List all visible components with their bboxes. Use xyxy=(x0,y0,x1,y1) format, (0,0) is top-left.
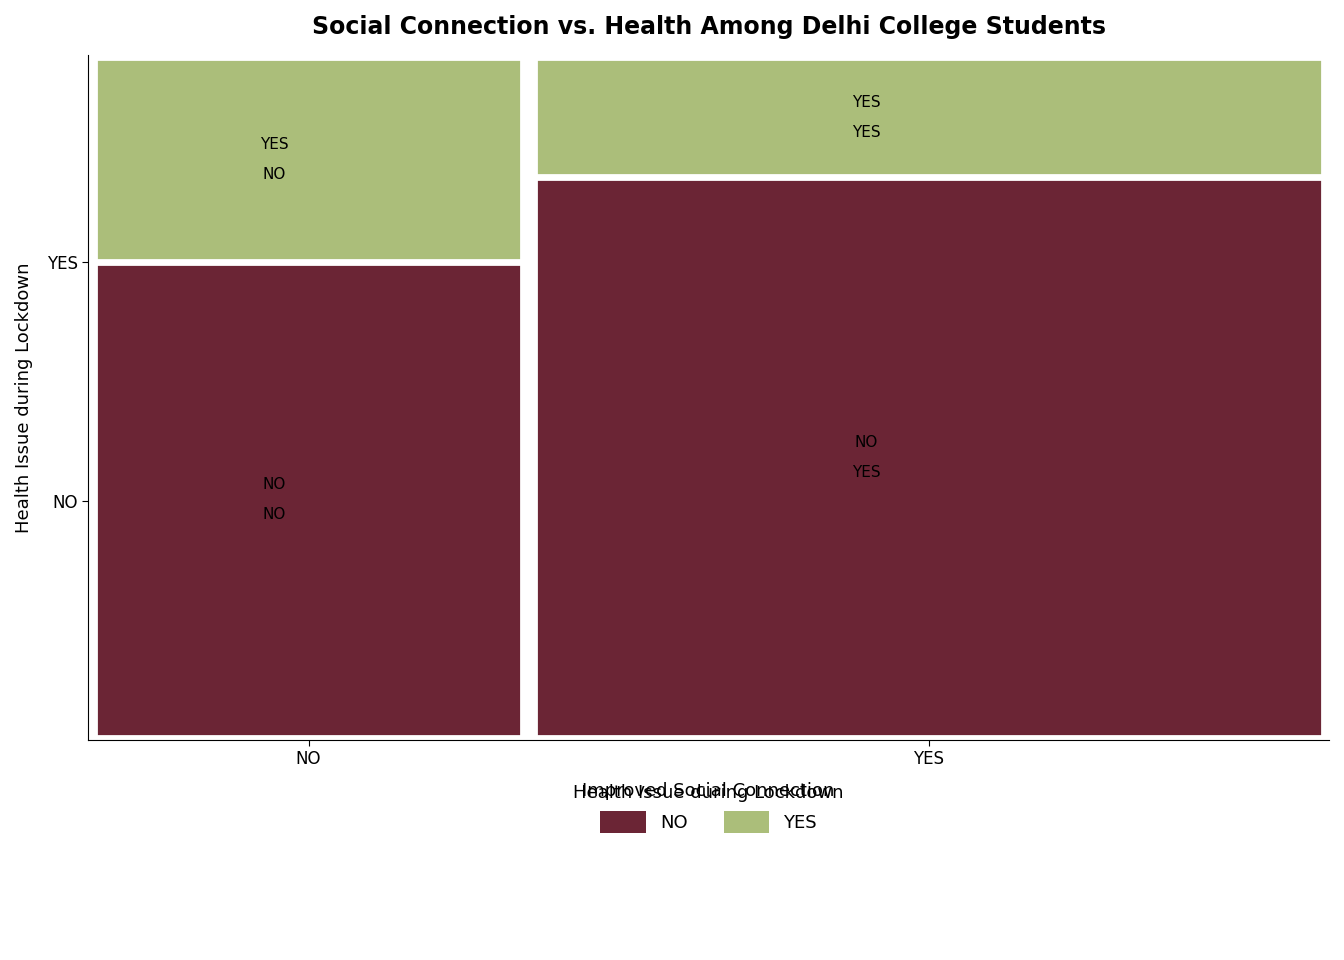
Bar xyxy=(95,264,521,735)
Legend: NO, YES: NO, YES xyxy=(566,777,851,840)
Text: YES: YES xyxy=(852,95,880,109)
X-axis label: Improved Social Connection: Improved Social Connection xyxy=(582,782,835,800)
Bar xyxy=(95,59,521,259)
Bar xyxy=(536,59,1321,176)
Text: YES: YES xyxy=(852,125,880,140)
Bar xyxy=(536,180,1321,735)
Title: Social Connection vs. Health Among Delhi College Students: Social Connection vs. Health Among Delhi… xyxy=(312,15,1106,39)
Text: NO: NO xyxy=(263,167,286,181)
Text: YES: YES xyxy=(261,136,289,152)
Text: NO: NO xyxy=(263,507,286,522)
Text: YES: YES xyxy=(852,466,880,480)
Y-axis label: Health Issue during Lockdown: Health Issue during Lockdown xyxy=(15,262,34,533)
Text: NO: NO xyxy=(855,435,878,450)
Text: NO: NO xyxy=(263,477,286,492)
